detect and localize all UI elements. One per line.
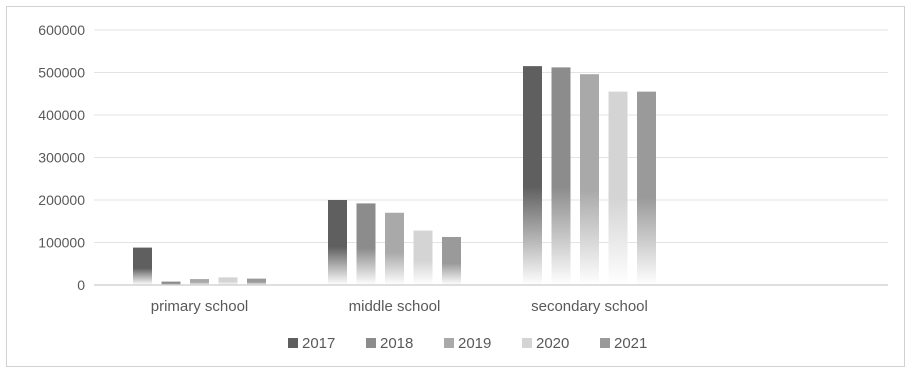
legend-swatch-2017	[288, 338, 298, 348]
x-category-label: primary school	[151, 298, 249, 315]
axes: 0 100000 200000 300000 400000 500000 600000 pri…	[38, 22, 888, 315]
bar-2020-primary-school	[218, 277, 238, 285]
bar-2020-secondary-school	[608, 91, 628, 285]
bar-2020-middle-school	[413, 230, 433, 285]
x-category-label: middle school	[349, 298, 441, 315]
legend-swatch-2019	[444, 338, 454, 348]
bars	[133, 66, 656, 286]
bar-2018-primary-school	[161, 281, 181, 285]
legend: 2017 2018 2019 2020 2021	[288, 335, 647, 352]
bar-2021-primary-school	[247, 278, 266, 285]
bar-2017-secondary-school	[523, 66, 542, 285]
bar-2019-middle-school	[385, 212, 404, 285]
gridlines	[94, 29, 888, 243]
bar-2019-secondary-school	[580, 74, 599, 285]
bar-2017-primary-school	[133, 247, 152, 285]
y-tick-label: 500000	[38, 65, 85, 81]
legend-label-2018: 2018	[380, 335, 413, 352]
bar-2017-middle-school	[328, 200, 347, 285]
y-tick-label: 0	[77, 277, 85, 293]
y-tick-label: 200000	[38, 192, 85, 208]
bar-2021-secondary-school	[637, 91, 656, 285]
legend-swatch-2018	[366, 338, 376, 348]
bar-2021-middle-school	[442, 236, 461, 285]
y-tick-label: 100000	[38, 235, 85, 251]
legend-swatch-2021	[600, 338, 610, 348]
bar-2018-secondary-school	[551, 67, 571, 286]
bar-chart: 0 100000 200000 300000 400000 500000 600000 pri…	[38, 22, 888, 352]
legend-label-2020: 2020	[536, 335, 569, 352]
y-tick-label: 400000	[38, 107, 85, 123]
legend-swatch-2020	[522, 338, 532, 348]
bar-2018-middle-school	[356, 203, 376, 285]
bar-2019-primary-school	[190, 279, 209, 285]
legend-label-2021: 2021	[614, 335, 647, 352]
legend-label-2019: 2019	[458, 335, 491, 352]
y-tick-label: 300000	[38, 150, 85, 166]
x-category-label: secondary school	[531, 298, 648, 315]
y-tick-label: 600000	[38, 22, 85, 38]
chart-frame: 0 100000 200000 300000 400000 500000 600000 pri…	[6, 6, 905, 367]
legend-label-2017: 2017	[302, 335, 335, 352]
